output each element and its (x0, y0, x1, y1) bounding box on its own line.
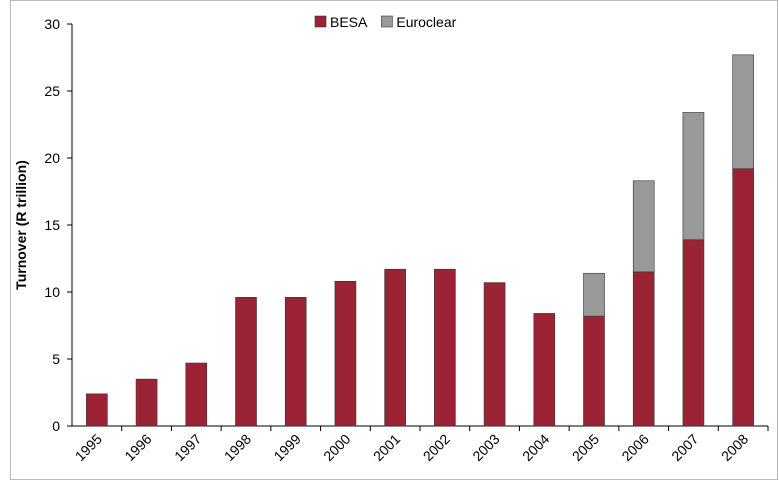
bar-segment (483, 282, 506, 427)
x-tick-label: 2008 (718, 431, 751, 464)
bar-segment (86, 393, 108, 427)
x-tick-label: 2001 (370, 431, 403, 464)
bar-segment (682, 112, 705, 241)
y-tick-label: 5 (52, 351, 60, 367)
x-tick-label: 2002 (420, 431, 453, 464)
bar-segment (583, 272, 605, 317)
y-tick-label: 20 (44, 150, 60, 166)
bar-segment (334, 280, 357, 427)
legend-label: BESA (330, 14, 368, 30)
bar-segment (533, 313, 556, 427)
bar-segment (235, 297, 257, 427)
x-tick-label: 2005 (569, 431, 602, 464)
x-tick-label: 1997 (171, 431, 204, 464)
x-tick-label: 2006 (618, 431, 651, 464)
bar-segment (284, 297, 307, 427)
bar-segment (732, 54, 754, 170)
bar-segment (632, 271, 655, 427)
y-tick-label: 15 (44, 217, 60, 233)
x-tick-label: 1996 (121, 431, 154, 464)
bar-segment (632, 180, 655, 273)
y-tick-label: 25 (44, 83, 60, 99)
x-tick-label: 1995 (72, 431, 105, 464)
x-tick-label: 2004 (519, 431, 552, 464)
x-tick-label: 2003 (469, 431, 502, 464)
y-tick-label: 0 (52, 418, 60, 434)
y-tick-label: 30 (44, 16, 60, 32)
bar-segment (583, 315, 605, 427)
frame (10, 0, 778, 480)
bar-segment (185, 362, 208, 427)
bar-segment (732, 168, 754, 427)
x-tick-label: 1999 (270, 431, 303, 464)
x-tick-label: 1998 (221, 431, 254, 464)
y-tick-label: 10 (44, 284, 60, 300)
bar-segment (135, 378, 158, 427)
legend-swatch (314, 15, 327, 28)
bar-segment (434, 268, 456, 427)
bar-segment (682, 239, 705, 427)
bar-segment (384, 268, 406, 427)
x-tick-label: 2007 (668, 431, 701, 464)
legend-label: Euroclear (396, 14, 456, 30)
y-axis-label: Turnover (R trillion) (13, 160, 29, 290)
legend-swatch (381, 15, 393, 28)
x-tick-label: 2000 (320, 431, 353, 464)
